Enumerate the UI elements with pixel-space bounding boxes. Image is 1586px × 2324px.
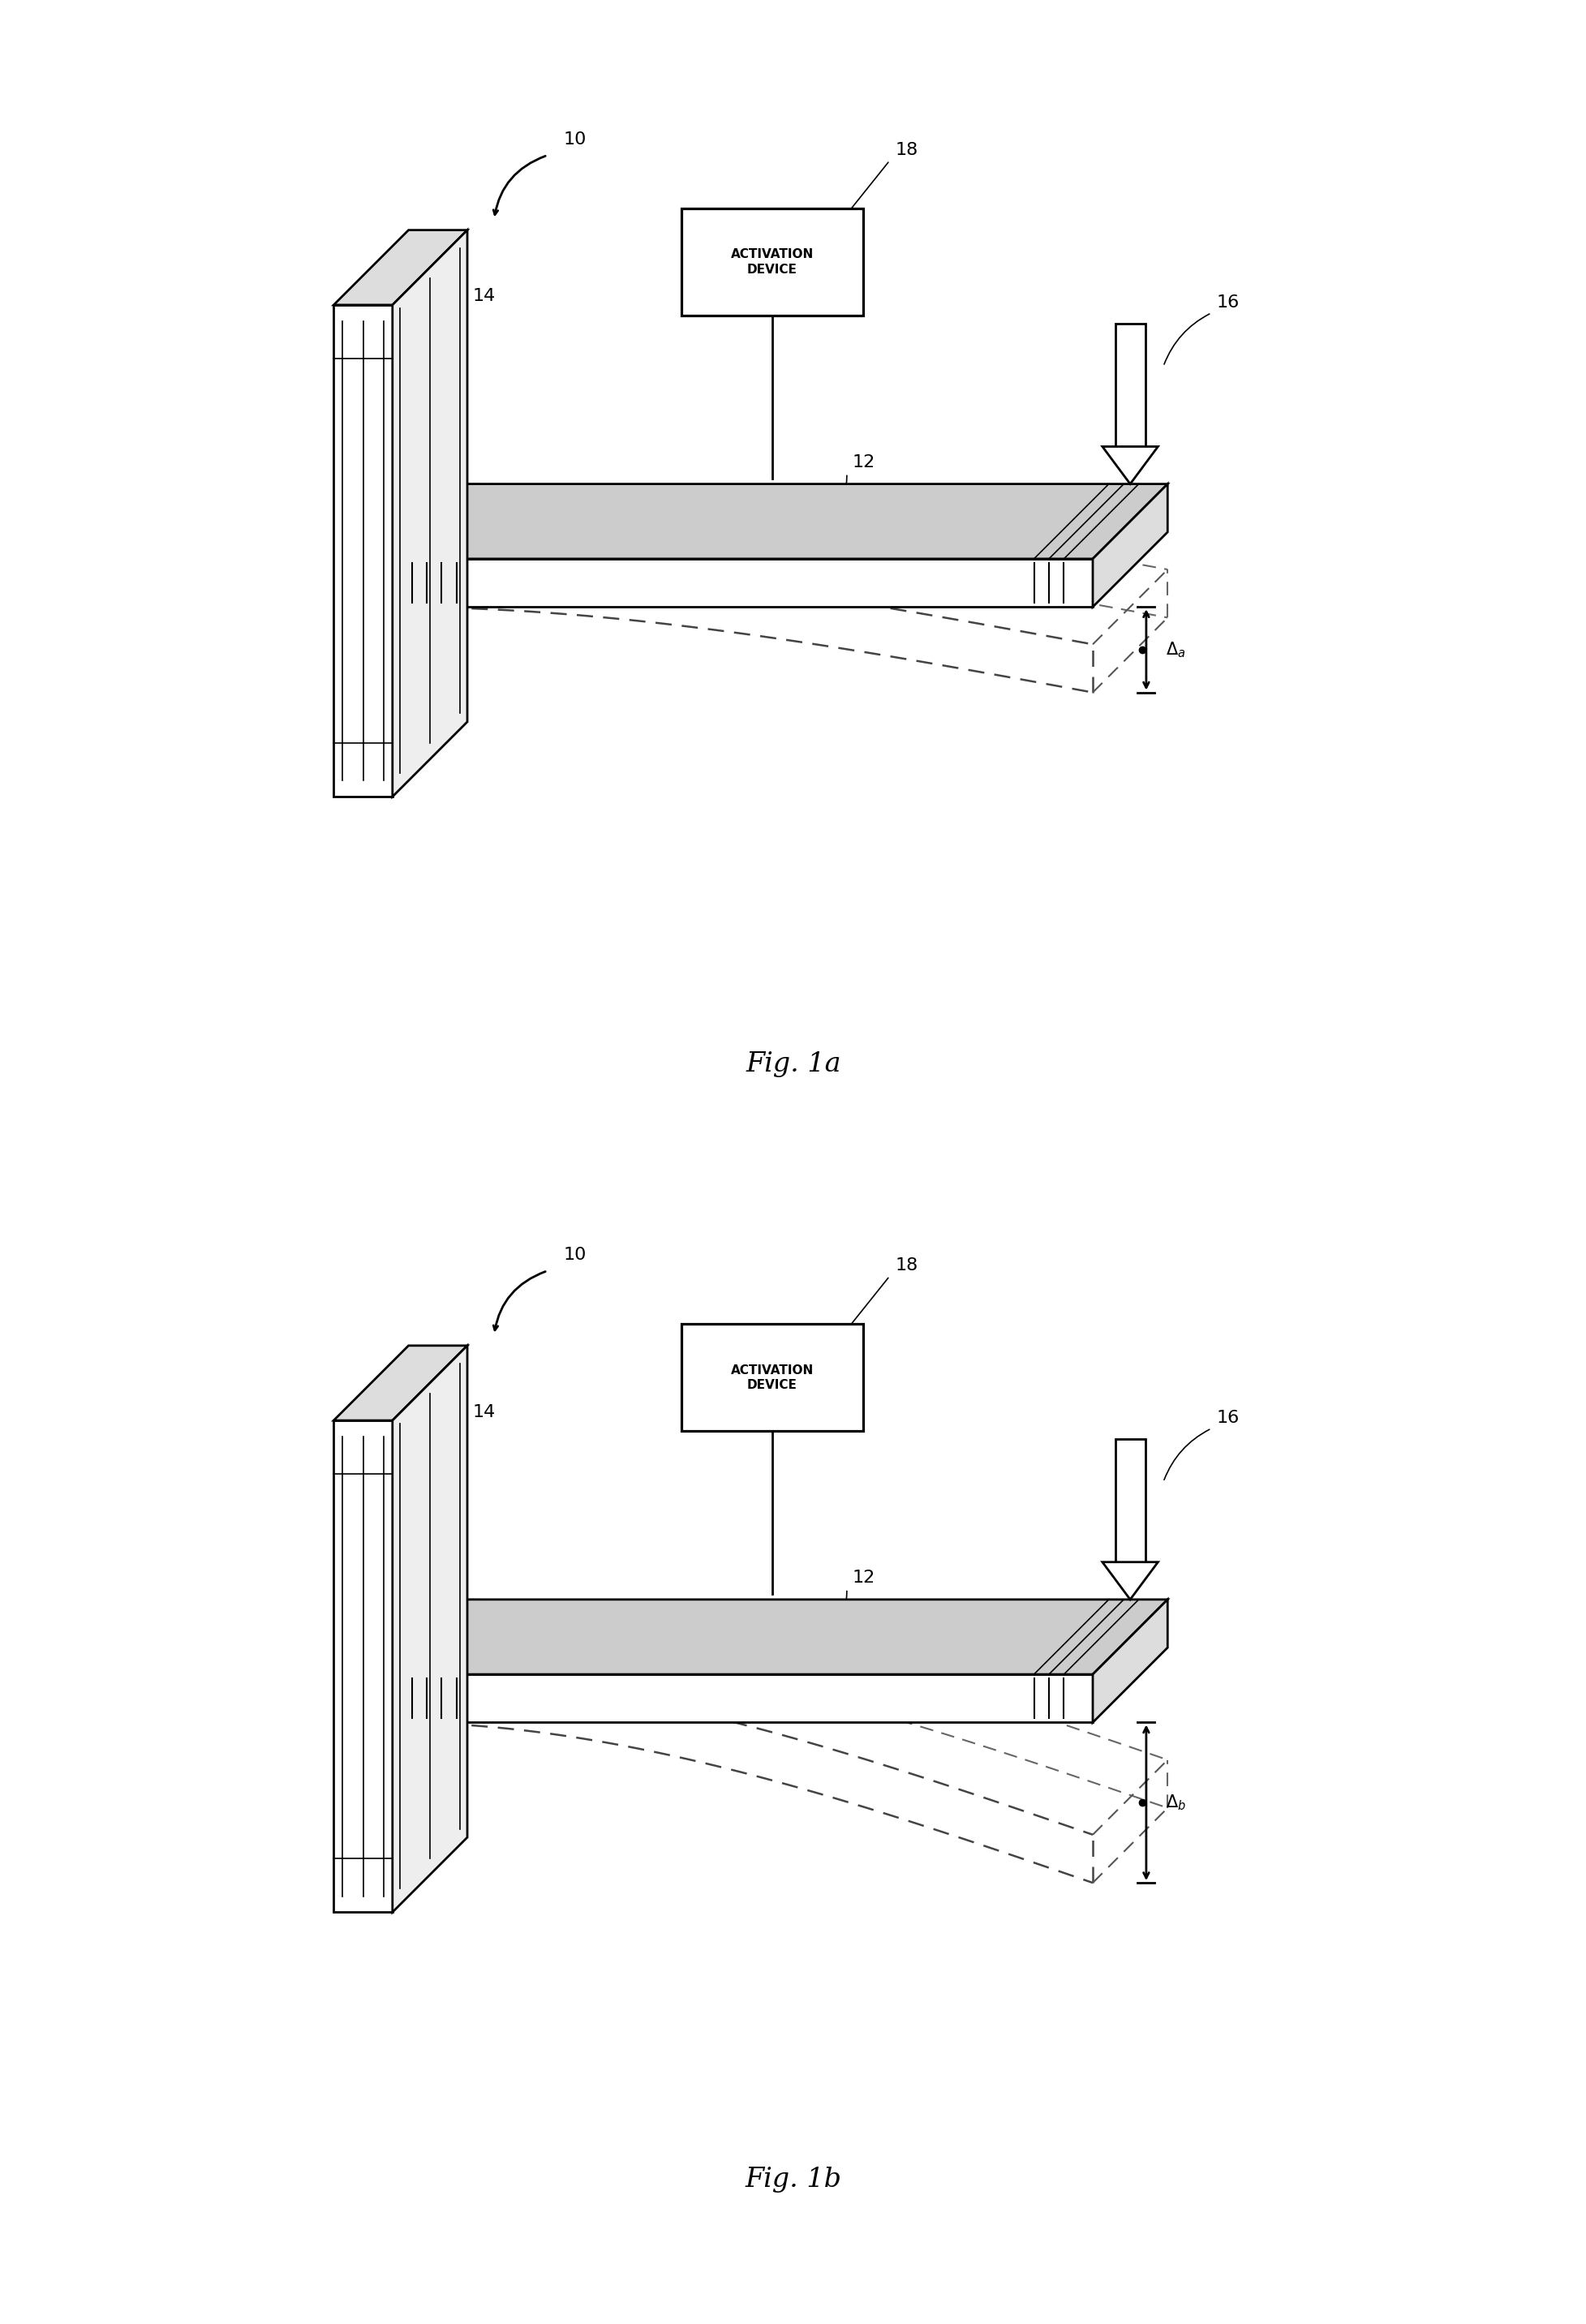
Polygon shape xyxy=(392,1673,1093,1722)
Text: Fig. 1a: Fig. 1a xyxy=(745,1050,841,1076)
Text: 10: 10 xyxy=(563,130,587,146)
Polygon shape xyxy=(1093,1599,1167,1722)
FancyBboxPatch shape xyxy=(680,1325,863,1432)
Text: 12: 12 xyxy=(852,1571,875,1587)
Polygon shape xyxy=(333,230,466,304)
Text: Fig. 1b: Fig. 1b xyxy=(745,2166,841,2192)
Polygon shape xyxy=(392,483,1167,558)
FancyBboxPatch shape xyxy=(680,209,863,316)
Text: 16: 16 xyxy=(1216,295,1239,311)
Polygon shape xyxy=(1115,323,1145,446)
Text: $\Delta_b$: $\Delta_b$ xyxy=(1164,1794,1185,1813)
Text: 14: 14 xyxy=(473,288,495,304)
Text: ACTIVATION
DEVICE: ACTIVATION DEVICE xyxy=(730,249,814,277)
Polygon shape xyxy=(333,1346,466,1420)
Text: 18: 18 xyxy=(895,142,917,158)
Polygon shape xyxy=(1093,483,1167,607)
Polygon shape xyxy=(1102,446,1158,483)
Polygon shape xyxy=(333,1420,392,1913)
Text: 16: 16 xyxy=(1216,1411,1239,1427)
Polygon shape xyxy=(1102,1562,1158,1599)
Polygon shape xyxy=(333,304,392,797)
Polygon shape xyxy=(392,1599,1167,1673)
Text: 12: 12 xyxy=(852,456,875,472)
Text: ACTIVATION
DEVICE: ACTIVATION DEVICE xyxy=(730,1364,814,1392)
Text: 14: 14 xyxy=(473,1404,495,1420)
Polygon shape xyxy=(392,558,1093,607)
Text: $\Delta_a$: $\Delta_a$ xyxy=(1164,639,1185,660)
Text: 18: 18 xyxy=(895,1257,917,1274)
Polygon shape xyxy=(392,1346,466,1913)
Polygon shape xyxy=(1115,1439,1145,1562)
Polygon shape xyxy=(392,230,466,797)
Text: 10: 10 xyxy=(563,1246,587,1262)
